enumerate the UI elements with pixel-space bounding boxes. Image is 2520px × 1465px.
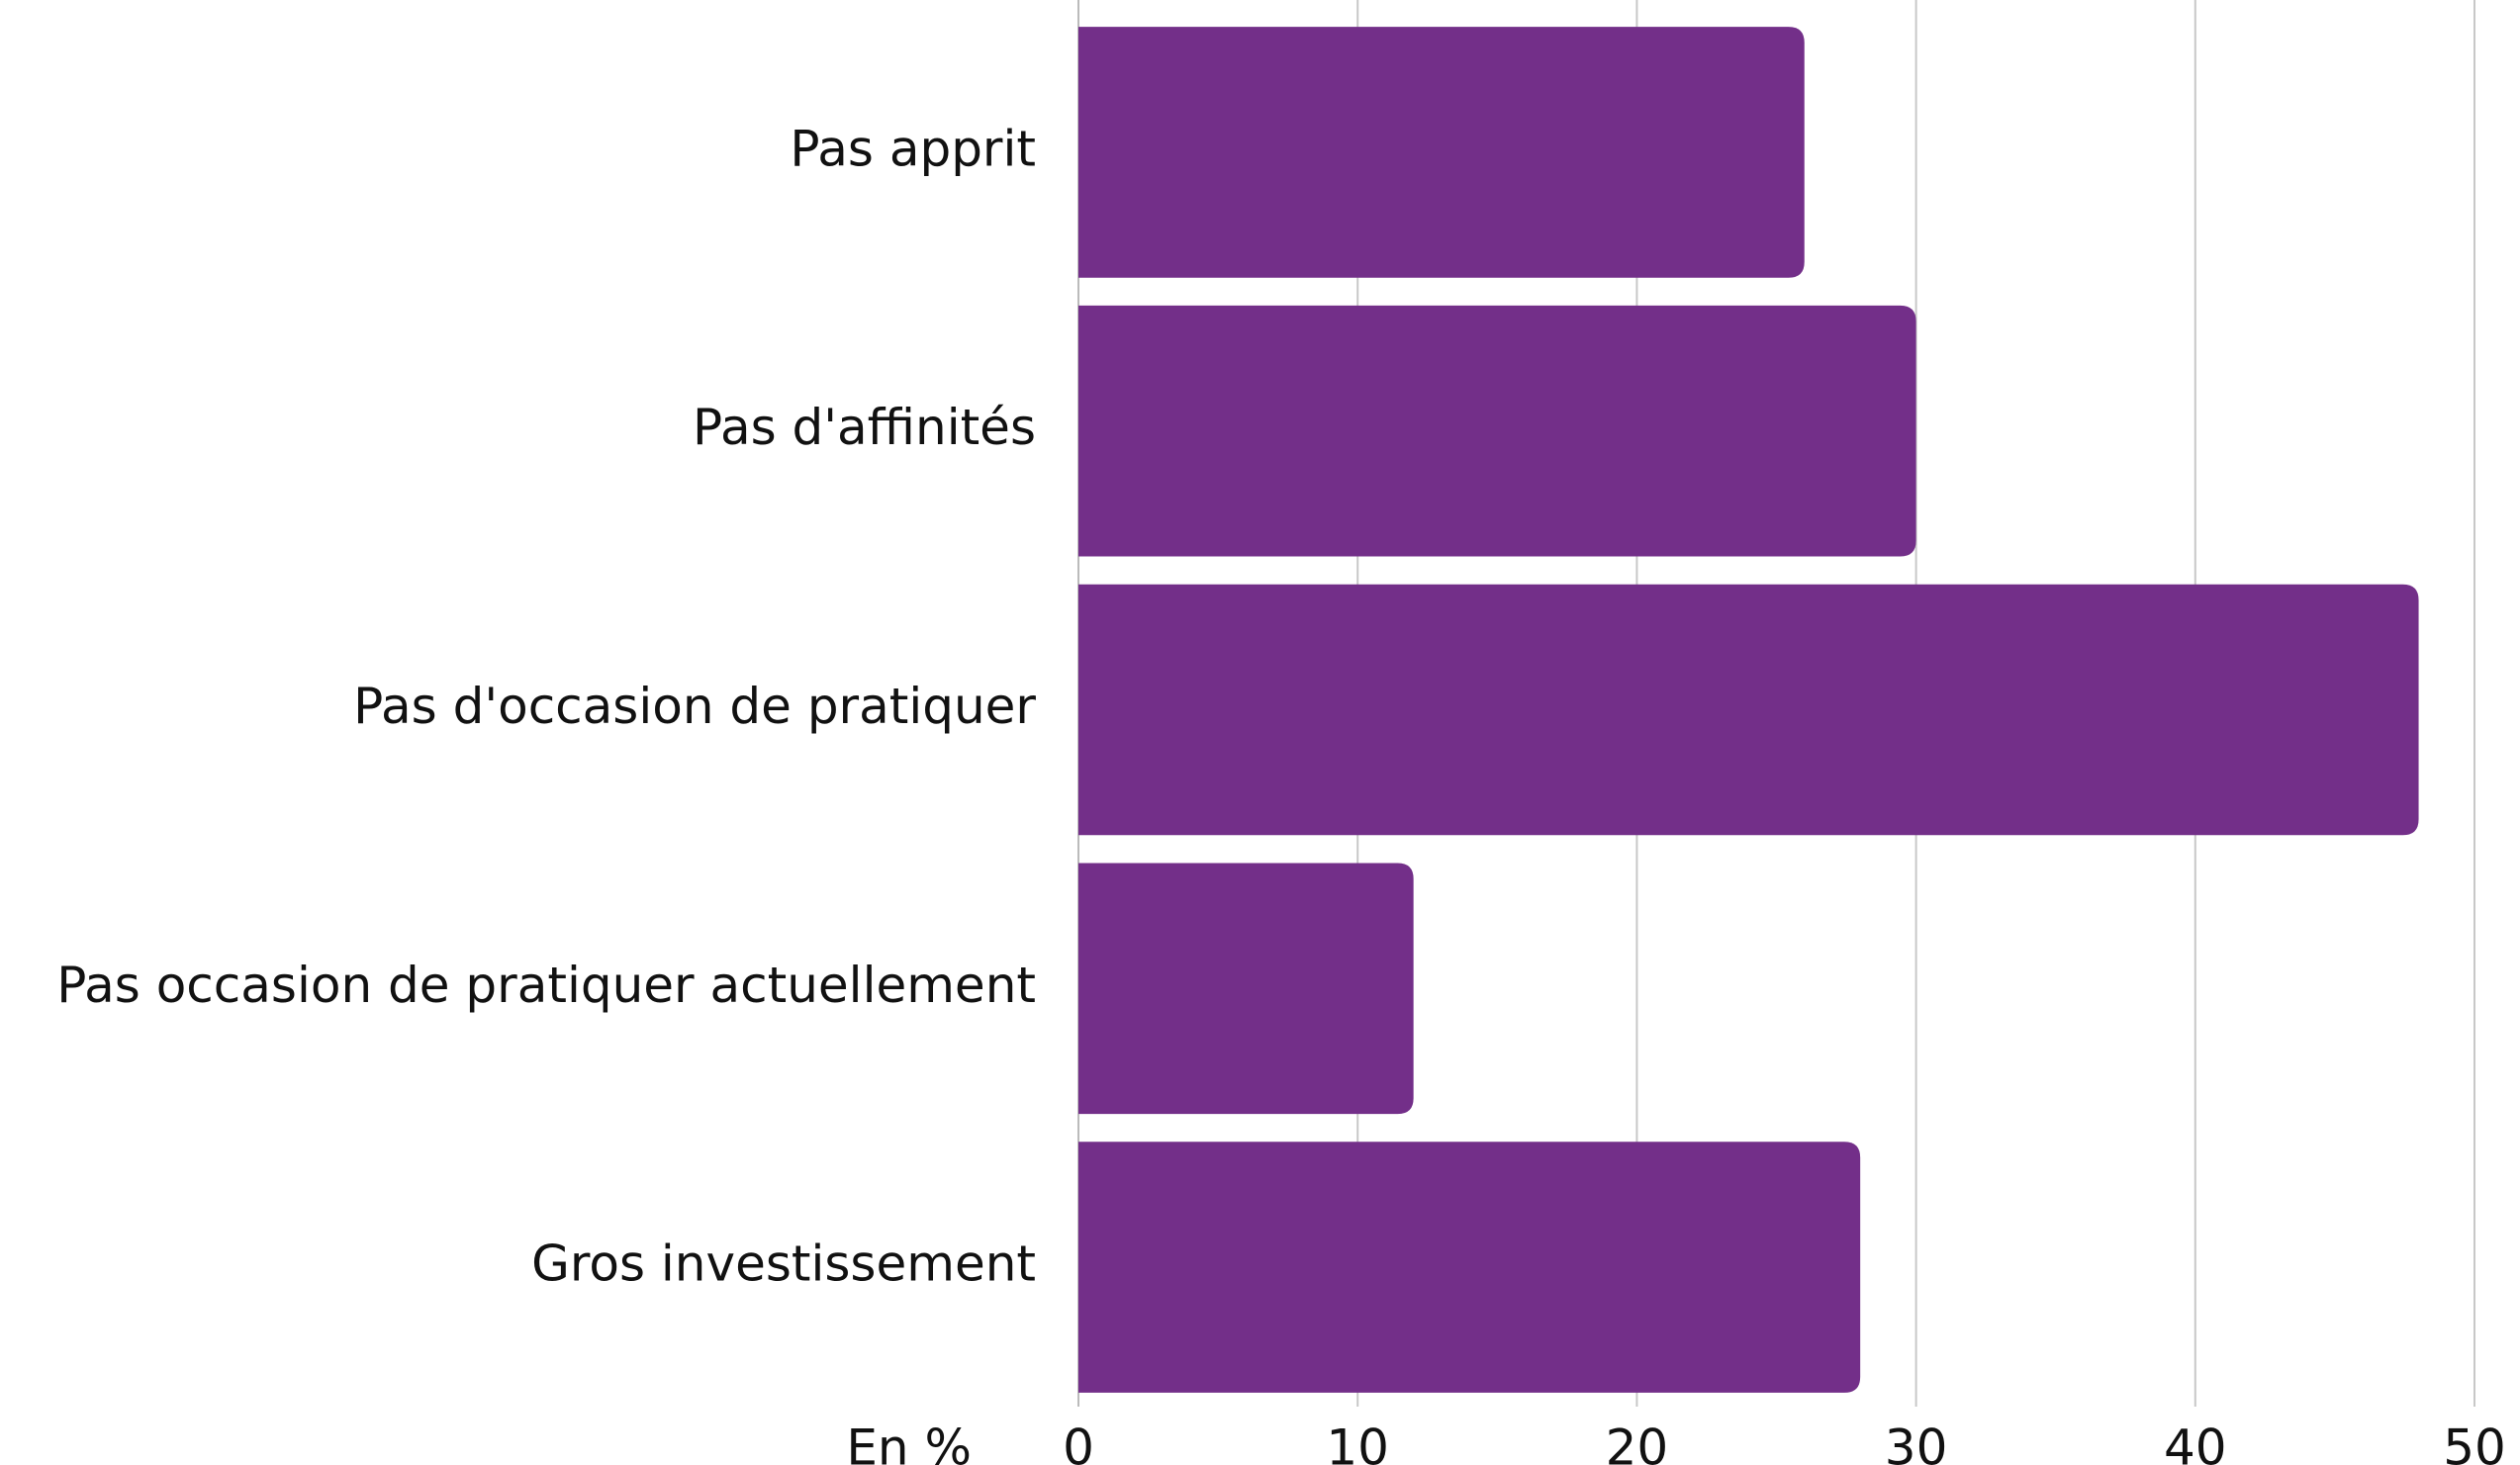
y-tick-label: Gros investissement <box>531 1236 1036 1293</box>
y-tick-label: Pas d'affinités <box>693 399 1036 456</box>
bar <box>1078 305 1916 557</box>
y-tick-label: Pas occasion de pratiquer actuellement <box>56 957 1036 1014</box>
x-tick-label: 0 <box>1063 1419 1094 1465</box>
x-axis-label: En % <box>846 1419 972 1465</box>
x-tick-label: 20 <box>1606 1419 1669 1465</box>
y-tick-label: Pas d'occasion de pratiquer <box>353 678 1036 735</box>
y-tick-label: Pas apprit <box>790 120 1036 177</box>
bar <box>1078 1142 1861 1393</box>
x-tick-label: 40 <box>2164 1419 2227 1465</box>
x-tick-label: 10 <box>1326 1419 1389 1465</box>
x-tick-label: 30 <box>1885 1419 1948 1465</box>
bar <box>1078 584 2419 836</box>
bar <box>1078 27 1805 278</box>
x-tick-label: 50 <box>2443 1419 2506 1465</box>
bar <box>1078 863 1414 1115</box>
